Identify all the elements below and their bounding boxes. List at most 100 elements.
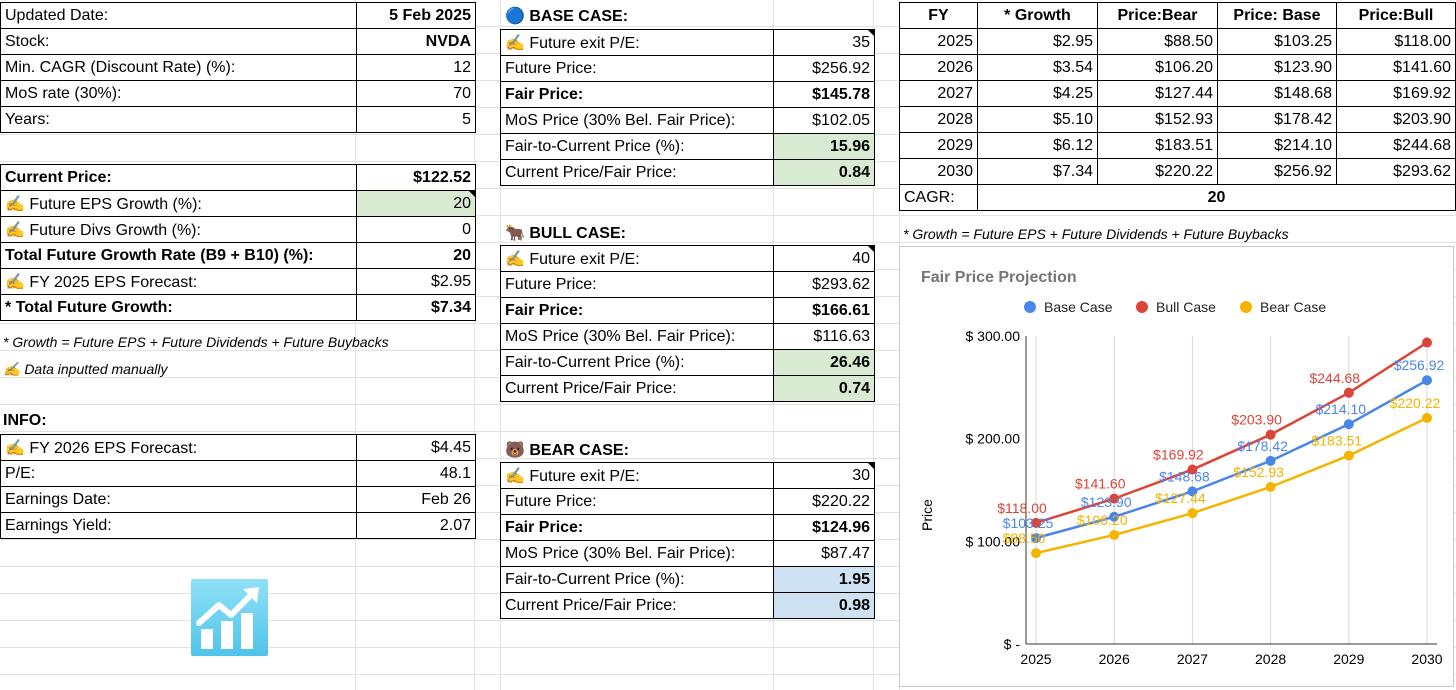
cell-label[interactable]: Fair Price:	[500, 81, 774, 108]
cell-growth[interactable]: $3.54	[977, 54, 1098, 81]
cell-label[interactable]: * Total Future Growth:	[0, 294, 357, 321]
cell-bull[interactable]: $169.92	[1336, 80, 1456, 107]
cell-value[interactable]: $2.95	[356, 268, 476, 295]
cell-growth[interactable]: $6.12	[977, 132, 1098, 159]
table-row[interactable]: Years: 5	[0, 106, 476, 133]
header-price-base[interactable]: Price: Base	[1217, 2, 1337, 29]
cell-value[interactable]: 0.84	[773, 159, 875, 186]
cell-label[interactable]: Fair Price:	[500, 297, 774, 324]
cell-value[interactable]: 30	[773, 462, 875, 489]
table-row[interactable]: * Total Future Growth: $7.34	[0, 294, 476, 321]
cell-value[interactable]: $102.05	[773, 107, 875, 134]
table-row[interactable]: MoS Price (30% Bel. Fair Price): $102.05	[500, 107, 875, 134]
header-growth[interactable]: * Growth	[977, 2, 1098, 29]
cell-growth[interactable]: $7.34	[977, 158, 1098, 185]
table-row[interactable]: 2026 $3.54 $106.20 $123.90 $141.60	[899, 54, 1456, 81]
cell-fy[interactable]: 2027	[899, 80, 978, 107]
cell-value[interactable]: 20	[356, 242, 476, 269]
table-row[interactable]: Future Price: $256.92	[500, 55, 875, 82]
cell-fy[interactable]: 2025	[899, 28, 978, 55]
cell-label[interactable]: MoS Price (30% Bel. Fair Price):	[500, 323, 774, 350]
table-row[interactable]: 2028 $5.10 $152.93 $178.42 $203.90	[899, 106, 1456, 133]
cell-value[interactable]: $122.52	[356, 164, 476, 191]
header-price-bear[interactable]: Price:Bear	[1097, 2, 1218, 29]
table-row[interactable]: ✍️ Future exit P/E: 40	[500, 245, 875, 272]
cell-label[interactable]: ✍️ FY 2025 EPS Forecast:	[0, 268, 357, 295]
cell-bull[interactable]: $141.60	[1336, 54, 1456, 81]
cell-base[interactable]: $214.10	[1217, 132, 1337, 159]
cell-label[interactable]: Future Price:	[500, 271, 774, 298]
cell-base[interactable]: $256.92	[1217, 158, 1337, 185]
cell-label[interactable]: Fair-to-Current Price (%):	[500, 349, 774, 376]
table-row[interactable]: Total Future Growth Rate (B9 + B10) (%):…	[0, 242, 476, 269]
cell-value[interactable]: $124.96	[773, 514, 875, 541]
table-row[interactable]: Fair Price: $124.96	[500, 514, 875, 541]
cell-label[interactable]: ✍️ Future EPS Growth (%):	[0, 190, 357, 217]
cell-label[interactable]: Total Future Growth Rate (B9 + B10) (%):	[0, 242, 357, 269]
cell-bull[interactable]: $118.00	[1336, 28, 1456, 55]
cell-value[interactable]: 0.74	[773, 375, 875, 402]
cell-label[interactable]: ✍️ Future exit P/E:	[500, 29, 774, 56]
cell-value[interactable]: $116.63	[773, 323, 875, 350]
table-row[interactable]: Fair-to-Current Price (%): 1.95	[500, 566, 875, 593]
cell-value[interactable]: $220.22	[773, 488, 875, 515]
cell-label[interactable]: ✍️ Future exit P/E:	[500, 462, 774, 489]
table-row[interactable]: MoS Price (30% Bel. Fair Price): $116.63	[500, 323, 875, 350]
cagr-value[interactable]: 20	[977, 184, 1456, 211]
table-row[interactable]: Fair-to-Current Price (%): 15.96	[500, 133, 875, 160]
cagr-row[interactable]: CAGR: 20	[899, 184, 1456, 211]
cell-value[interactable]: NVDA	[356, 28, 476, 55]
table-row[interactable]: Stock: NVDA	[0, 28, 476, 55]
table-row[interactable]: Min. CAGR (Discount Rate) (%): 12	[0, 54, 476, 81]
table-row[interactable]: 2030 $7.34 $220.22 $256.92 $293.62	[899, 158, 1456, 185]
cell-label[interactable]: ✍️ Future Divs Growth (%):	[0, 216, 357, 243]
cell-label[interactable]: Stock:	[0, 28, 357, 55]
table-row[interactable]: MoS Price (30% Bel. Fair Price): $87.47	[500, 540, 875, 567]
cell-label[interactable]: Earnings Date:	[0, 486, 357, 513]
cell-value[interactable]: $293.62	[773, 271, 875, 298]
cell-fy[interactable]: 2026	[899, 54, 978, 81]
cell-label[interactable]: Future Price:	[500, 55, 774, 82]
cell-value[interactable]: 12	[356, 54, 476, 81]
cell-value[interactable]: 26.46	[773, 349, 875, 376]
table-row[interactable]: ✍️ FY 2026 EPS Forecast: $4.45	[0, 434, 476, 461]
cell-fy[interactable]: 2030	[899, 158, 978, 185]
cell-value[interactable]: 48.1	[356, 460, 476, 487]
table-row[interactable]: Future Price: $220.22	[500, 488, 875, 515]
table-row[interactable]: MoS rate (30%): 70	[0, 80, 476, 107]
table-row[interactable]: 2027 $4.25 $127.44 $148.68 $169.92	[899, 80, 1456, 107]
table-row[interactable]: Earnings Yield: 2.07	[0, 512, 476, 539]
cell-label[interactable]: Updated Date:	[0, 2, 357, 29]
cell-label[interactable]: Current Price:	[0, 164, 357, 191]
cell-value[interactable]: $166.61	[773, 297, 875, 324]
cell-base[interactable]: $148.68	[1217, 80, 1337, 107]
cell-value[interactable]: Feb 26	[356, 486, 476, 513]
cell-label[interactable]: Fair-to-Current Price (%):	[500, 133, 774, 160]
cell-fy[interactable]: 2029	[899, 132, 978, 159]
cell-value[interactable]: 0	[356, 216, 476, 243]
cell-value[interactable]: 35	[773, 29, 875, 56]
cell-label[interactable]: Current Price/Fair Price:	[500, 375, 774, 402]
cell-value[interactable]: 70	[356, 80, 476, 107]
cell-bear[interactable]: $127.44	[1097, 80, 1218, 107]
cell-label[interactable]: Fair-to-Current Price (%):	[500, 566, 774, 593]
table-row[interactable]: 2025 $2.95 $88.50 $103.25 $118.00	[899, 28, 1456, 55]
cell-bull[interactable]: $244.68	[1336, 132, 1456, 159]
table-row[interactable]: Fair Price: $166.61	[500, 297, 875, 324]
cell-value[interactable]: $256.92	[773, 55, 875, 82]
cell-value[interactable]: 2.07	[356, 512, 476, 539]
cell-bear[interactable]: $152.93	[1097, 106, 1218, 133]
cell-value[interactable]: 0.98	[773, 592, 875, 619]
cell-label[interactable]: ✍️ Future exit P/E:	[500, 245, 774, 272]
cell-label[interactable]: MoS rate (30%):	[0, 80, 357, 107]
cell-value[interactable]: 15.96	[773, 133, 875, 160]
table-row[interactable]: Fair-to-Current Price (%): 26.46	[500, 349, 875, 376]
table-row[interactable]: Current Price/Fair Price: 0.84	[500, 159, 875, 186]
table-row[interactable]: ✍️ Future exit P/E: 30	[500, 462, 875, 489]
cell-label[interactable]: Future Price:	[500, 488, 774, 515]
cell-label[interactable]: Fair Price:	[500, 514, 774, 541]
cell-fy[interactable]: 2028	[899, 106, 978, 133]
table-row[interactable]: ✍️ Future exit P/E: 35	[500, 29, 875, 56]
cell-label[interactable]: Current Price/Fair Price:	[500, 592, 774, 619]
table-row[interactable]: Future Price: $293.62	[500, 271, 875, 298]
